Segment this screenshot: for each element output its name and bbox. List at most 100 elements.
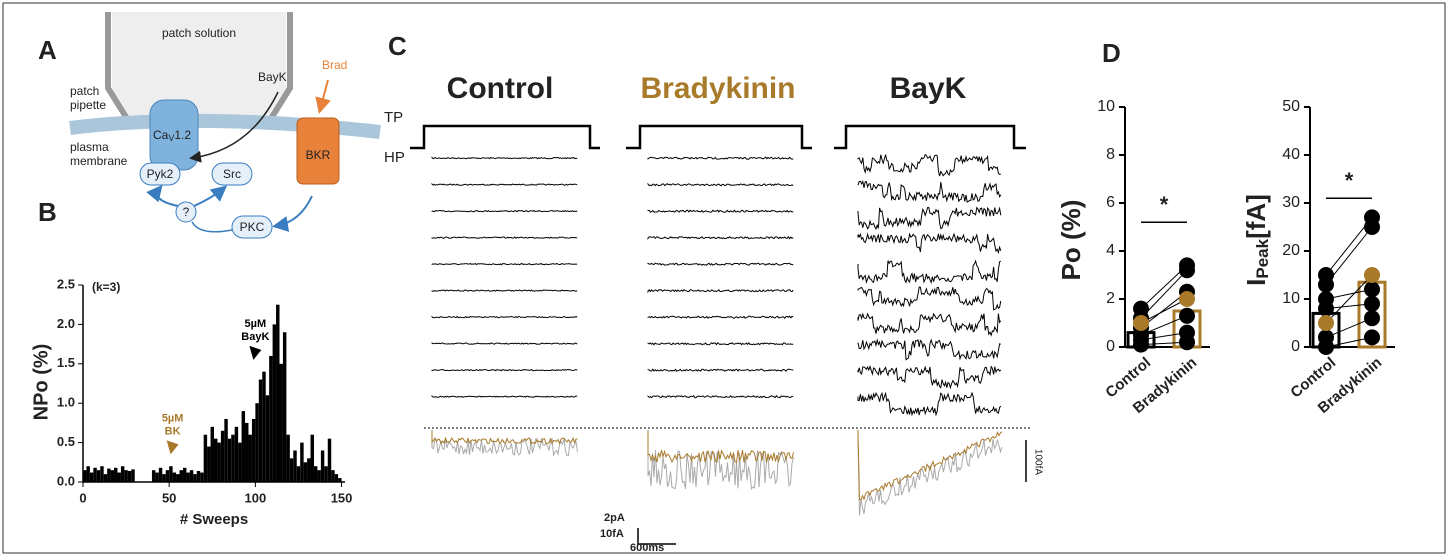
marker-label: BayK <box>241 331 269 343</box>
bar <box>172 472 177 482</box>
label: BayK <box>258 70 287 84</box>
bar <box>269 355 273 482</box>
trace <box>647 394 794 399</box>
bar <box>289 458 294 482</box>
bar <box>324 466 328 482</box>
node: PKC <box>240 220 265 234</box>
bar <box>151 470 156 482</box>
node: ? <box>183 205 190 219</box>
bar <box>245 422 249 482</box>
bar <box>272 324 277 482</box>
y-tick-label: 4 <box>1106 242 1115 259</box>
bar <box>331 470 335 482</box>
panel-label: C <box>388 31 407 61</box>
y-tick-label: 1.0 <box>57 395 75 410</box>
bar <box>169 466 173 482</box>
y-tick-label: 10 <box>1282 290 1300 307</box>
bar <box>262 371 266 482</box>
bar <box>196 470 201 482</box>
x-tick-label: 150 <box>331 490 353 505</box>
trace <box>647 182 794 187</box>
bar <box>107 468 111 482</box>
bar <box>165 470 170 482</box>
y-tick-label: 6 <box>1106 194 1115 211</box>
dot <box>1179 291 1195 307</box>
bar <box>296 466 301 482</box>
bar <box>158 467 163 482</box>
bar <box>241 411 246 482</box>
bar <box>110 470 115 482</box>
label: membrane <box>70 154 128 168</box>
marker-arrow <box>166 440 179 455</box>
marker-label: 5µM <box>162 412 184 424</box>
marker-arrow <box>249 345 262 360</box>
traces: Control Bradykinin BayK TP HP 2pA 10fA 6… <box>384 72 1043 554</box>
pair-line <box>1325 274 1373 324</box>
trace <box>431 182 578 186</box>
bar <box>307 458 311 482</box>
y-tick-label: 0 <box>1106 338 1115 355</box>
average-trace <box>857 430 1003 516</box>
dot <box>1364 281 1380 298</box>
trace <box>857 259 1002 285</box>
dot <box>1364 295 1380 312</box>
dot <box>1318 315 1334 331</box>
bar <box>279 363 283 482</box>
trace <box>647 262 794 266</box>
bar <box>124 470 128 482</box>
trace <box>857 364 1002 390</box>
y-tick-label: 0.0 <box>57 473 75 488</box>
dot <box>1364 209 1380 226</box>
label: Ca <box>153 128 169 142</box>
trace <box>431 156 578 160</box>
trace-title: BayK <box>890 72 967 105</box>
bar <box>176 474 180 482</box>
trace <box>647 315 794 319</box>
label: CaV1.2 <box>153 128 191 143</box>
y-axis-label-part: Peak <box>1253 238 1272 278</box>
bar <box>238 442 242 482</box>
bar <box>303 462 308 482</box>
bar <box>276 304 280 482</box>
bar <box>334 474 339 482</box>
y-tick-label: 30 <box>1282 194 1300 211</box>
bar <box>162 474 166 482</box>
bar <box>96 470 101 482</box>
label: Brad <box>322 58 347 72</box>
bar <box>207 446 211 482</box>
y-axis-label: IPeak[fA] <box>1241 194 1273 286</box>
dot <box>1179 324 1195 341</box>
average-trace <box>647 430 794 491</box>
bar <box>189 470 194 482</box>
trace <box>431 209 578 213</box>
trace <box>857 391 1002 417</box>
bar <box>234 426 239 482</box>
bar <box>258 379 263 482</box>
trace <box>647 288 794 294</box>
label: TP <box>384 109 403 126</box>
bar <box>210 426 214 482</box>
panel-label: B <box>38 197 57 227</box>
bar <box>193 474 197 482</box>
bar <box>327 438 332 482</box>
trace <box>857 179 1002 203</box>
bar <box>317 470 321 482</box>
bar <box>93 467 97 482</box>
diagram: patch solution patch pipette plasma memb… <box>69 12 381 239</box>
bar <box>120 466 125 482</box>
y-tick-label: 8 <box>1106 146 1115 163</box>
trace <box>431 315 578 319</box>
dot <box>1179 257 1195 274</box>
bar <box>103 474 108 482</box>
trace-title: Control <box>447 72 554 105</box>
trace <box>647 156 794 160</box>
y-axis-label-part: I <box>1241 279 1271 286</box>
average-trace <box>857 430 1003 501</box>
dot <box>1364 267 1380 283</box>
bar <box>251 418 256 482</box>
scale-label: 10fA <box>600 528 624 540</box>
panel-label: A <box>38 35 57 65</box>
bar <box>127 470 132 482</box>
